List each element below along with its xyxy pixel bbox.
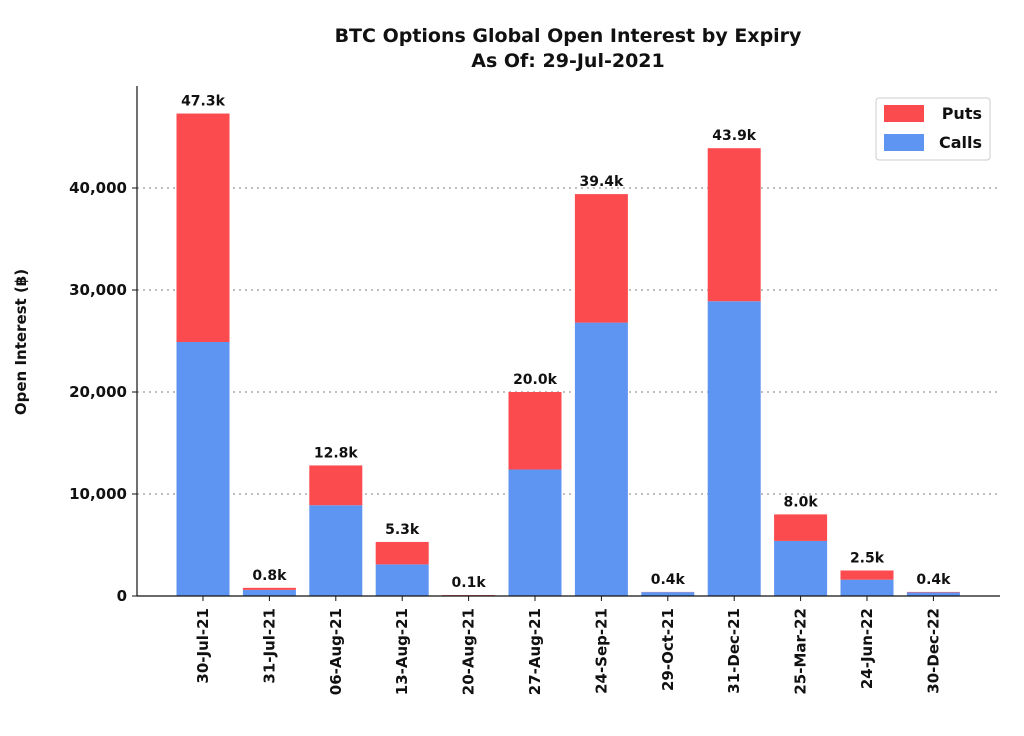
bar-calls bbox=[841, 580, 894, 596]
bar-calls bbox=[376, 564, 429, 596]
chart-subtitle: As Of: 29-Jul-2021 bbox=[471, 50, 664, 72]
bar-calls bbox=[309, 505, 362, 596]
bar-puts bbox=[309, 465, 362, 505]
total-label: 2.5k bbox=[850, 551, 885, 567]
total-label: 0.4k bbox=[916, 572, 951, 588]
y-axis-label: Open Interest (฿) bbox=[12, 269, 30, 415]
x-tick-label: 25-Mar-22 bbox=[792, 608, 810, 695]
total-label: 47.3k bbox=[181, 94, 226, 110]
x-tick-label: 31-Jul-21 bbox=[260, 608, 278, 684]
total-label: 8.0k bbox=[784, 494, 819, 510]
total-label: 43.9k bbox=[712, 128, 757, 144]
bar-calls bbox=[177, 342, 230, 596]
y-tick-label: 0 bbox=[117, 587, 127, 605]
bar-puts bbox=[774, 514, 827, 541]
legend-label-puts: Puts bbox=[942, 104, 982, 123]
y-tick-label: 30,000 bbox=[69, 281, 127, 299]
bar-puts bbox=[708, 148, 761, 301]
legend: Puts Calls bbox=[876, 98, 990, 160]
x-tick-label: 30-Dec-22 bbox=[924, 608, 942, 694]
bar-calls bbox=[774, 541, 827, 596]
bar-calls bbox=[243, 590, 296, 596]
total-label: 39.4k bbox=[579, 174, 624, 190]
x-tick-label: 27-Aug-21 bbox=[526, 608, 544, 695]
bar-puts bbox=[575, 194, 628, 323]
legend-swatch-puts bbox=[884, 105, 924, 122]
total-label: 20.0k bbox=[513, 372, 558, 388]
total-label: 12.8k bbox=[314, 445, 359, 461]
bar-puts bbox=[177, 114, 230, 342]
y-tick-label: 40,000 bbox=[69, 179, 127, 197]
legend-label-calls: Calls bbox=[939, 133, 982, 152]
bar-puts bbox=[907, 592, 960, 593]
x-tick-label: 29-Oct-21 bbox=[659, 608, 677, 691]
x-tick-label: 06-Aug-21 bbox=[327, 608, 345, 695]
total-label: 0.4k bbox=[651, 572, 686, 588]
legend-swatch-calls bbox=[884, 134, 924, 151]
bar-puts bbox=[243, 588, 296, 590]
x-tick-label: 31-Dec-21 bbox=[725, 608, 743, 694]
bar-calls bbox=[575, 323, 628, 596]
x-tick-label: 24-Sep-21 bbox=[592, 608, 610, 694]
bar-puts bbox=[841, 571, 894, 580]
x-tick-label: 30-Jul-21 bbox=[194, 608, 212, 684]
bar-calls bbox=[509, 470, 562, 596]
x-tick-label: 20-Aug-21 bbox=[460, 608, 478, 695]
bar-puts bbox=[376, 542, 429, 564]
y-tick-label: 10,000 bbox=[69, 485, 127, 503]
chart-title: BTC Options Global Open Interest by Expi… bbox=[335, 25, 802, 47]
total-label: 0.1k bbox=[452, 575, 487, 591]
total-label: 0.8k bbox=[252, 568, 287, 584]
x-tick-label: 13-Aug-21 bbox=[393, 608, 411, 695]
bar-puts bbox=[509, 392, 562, 470]
bar-calls bbox=[708, 301, 761, 596]
total-label: 5.3k bbox=[385, 522, 420, 538]
y-tick-label: 20,000 bbox=[69, 383, 127, 401]
x-tick-label: 24-Jun-22 bbox=[858, 608, 876, 689]
